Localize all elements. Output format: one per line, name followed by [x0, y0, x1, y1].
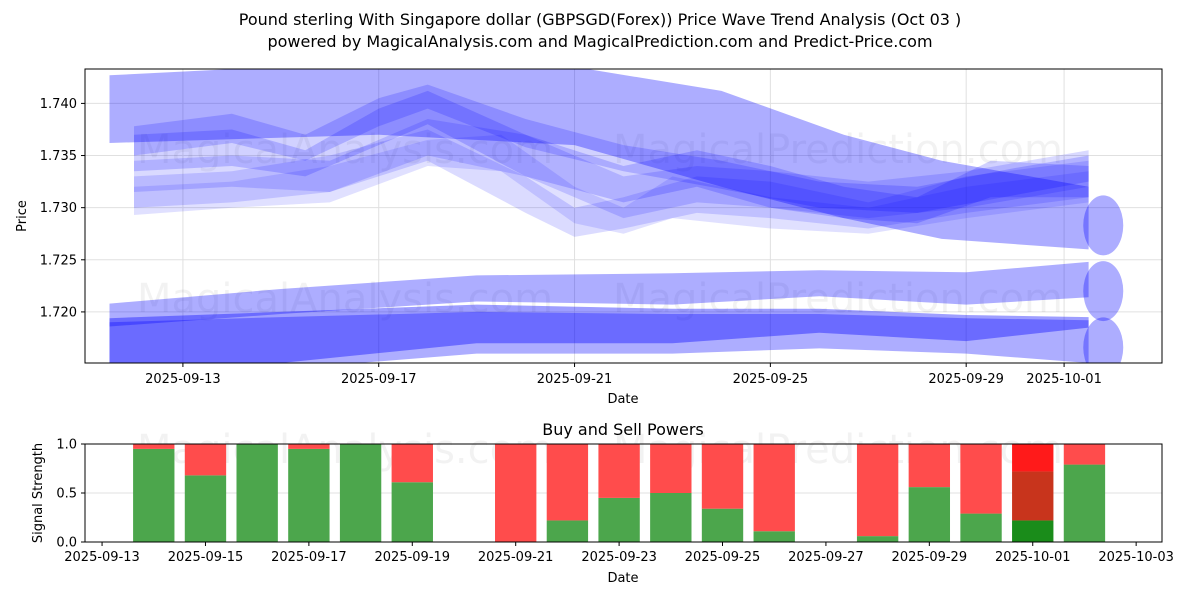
- buy-bar: [650, 493, 691, 542]
- signal-y-tick-label: 1.0: [56, 438, 77, 453]
- sell-bar: [909, 444, 950, 487]
- price-x-tick-label: 2025-09-13: [145, 372, 221, 387]
- buy-bar: [236, 444, 277, 542]
- price-bands: [110, 62, 1124, 378]
- price-y-axis: 1.720 1.725 1.730 1.735 1.740: [40, 97, 85, 321]
- signal-x-tick-label: 2025-09-13: [64, 550, 140, 565]
- signal-x-axis: 2025-09-13 2025-09-15 2025-09-17 2025-09-19…: [64, 542, 1174, 565]
- price-x-tick-label: 2025-09-29: [928, 372, 1004, 387]
- sell-bar: [133, 444, 174, 449]
- signal-y-axis-label: Signal Strength: [31, 443, 46, 543]
- signal-x-tick-label: 2025-10-03: [1098, 550, 1174, 565]
- sell-bar: [857, 444, 898, 536]
- signal-x-tick-label: 2025-09-21: [478, 550, 554, 565]
- price-x-tick-label: 2025-10-01: [1026, 372, 1102, 387]
- price-y-axis-label: Price: [15, 200, 30, 232]
- lower-light-band: [110, 312, 1089, 375]
- signal-x-tick-label: 2025-10-01: [995, 550, 1071, 565]
- cap-lower: [1083, 317, 1123, 377]
- sell-bar: [650, 444, 691, 493]
- signal-x-tick-label: 2025-09-15: [168, 550, 244, 565]
- price-x-axis-label: Date: [607, 392, 638, 407]
- buy-bar: [1064, 465, 1105, 542]
- signal-x-tick-label: 2025-09-17: [271, 550, 347, 565]
- price-x-tick-label: 2025-09-17: [341, 372, 417, 387]
- signal-x-tick-label: 2025-09-23: [581, 550, 657, 565]
- price-x-tick-label: 2025-09-21: [537, 372, 613, 387]
- buy-bar: [392, 482, 433, 542]
- cap-mid: [1083, 261, 1123, 321]
- buy-bar: [909, 487, 950, 542]
- sell-bar: [702, 444, 743, 509]
- price-y-tick-label: 1.730: [40, 201, 77, 216]
- signal-x-tick-label: 2025-09-25: [685, 550, 761, 565]
- buy-bar: [133, 449, 174, 542]
- price-wave-chart: MagicalAnalysis.com MagicalPrediction.co…: [15, 62, 1162, 407]
- signal-y-axis: 0.0 0.5 1.0: [56, 438, 85, 551]
- sell-bar: [392, 444, 433, 482]
- buy-bar: [288, 449, 329, 542]
- price-y-tick-label: 1.735: [40, 149, 77, 164]
- signal-x-tick-label: 2025-09-29: [892, 550, 968, 565]
- buy-bar: [340, 444, 381, 542]
- buy-bar: [185, 475, 226, 542]
- signal-x-tick-label: 2025-09-19: [375, 550, 451, 565]
- sell-bar: [185, 444, 226, 475]
- buy-bar: [702, 509, 743, 542]
- buy-bar: [1012, 520, 1053, 542]
- signal-x-axis-label: Date: [607, 571, 638, 586]
- buy-sell-chart: Buy and Sell Powers MagicalAnalysis.com …: [31, 420, 1174, 586]
- sell-bar: [754, 444, 795, 531]
- signal-x-tick-label: 2025-09-27: [788, 550, 864, 565]
- chart-canvas: MagicalAnalysis.com MagicalPrediction.co…: [0, 0, 1200, 600]
- sell-bar: [288, 444, 329, 449]
- price-y-tick-label: 1.725: [40, 253, 77, 268]
- sell-bar: [960, 444, 1001, 514]
- buy-bar: [598, 498, 639, 542]
- buy-bar: [857, 536, 898, 542]
- signal-y-tick-label: 0.0: [56, 536, 77, 551]
- sell-bar-strong: [1012, 444, 1053, 471]
- price-y-tick-label: 1.720: [40, 305, 77, 320]
- signal-y-tick-label: 0.5: [56, 487, 77, 502]
- price-x-tick-label: 2025-09-25: [733, 372, 809, 387]
- buy-bar: [754, 531, 795, 542]
- sell-bar: [1064, 444, 1105, 465]
- price-y-tick-label: 1.740: [40, 97, 77, 112]
- buy-bar: [547, 520, 588, 542]
- sell-bar-mid: [1012, 471, 1053, 520]
- price-x-axis: 2025-09-13 2025-09-17 2025-09-21 2025-09-25…: [145, 363, 1102, 387]
- buy-bar: [960, 514, 1001, 542]
- sell-bar: [598, 444, 639, 498]
- sell-bar: [495, 444, 536, 542]
- cap-upper: [1083, 195, 1123, 255]
- sell-bar: [547, 444, 588, 520]
